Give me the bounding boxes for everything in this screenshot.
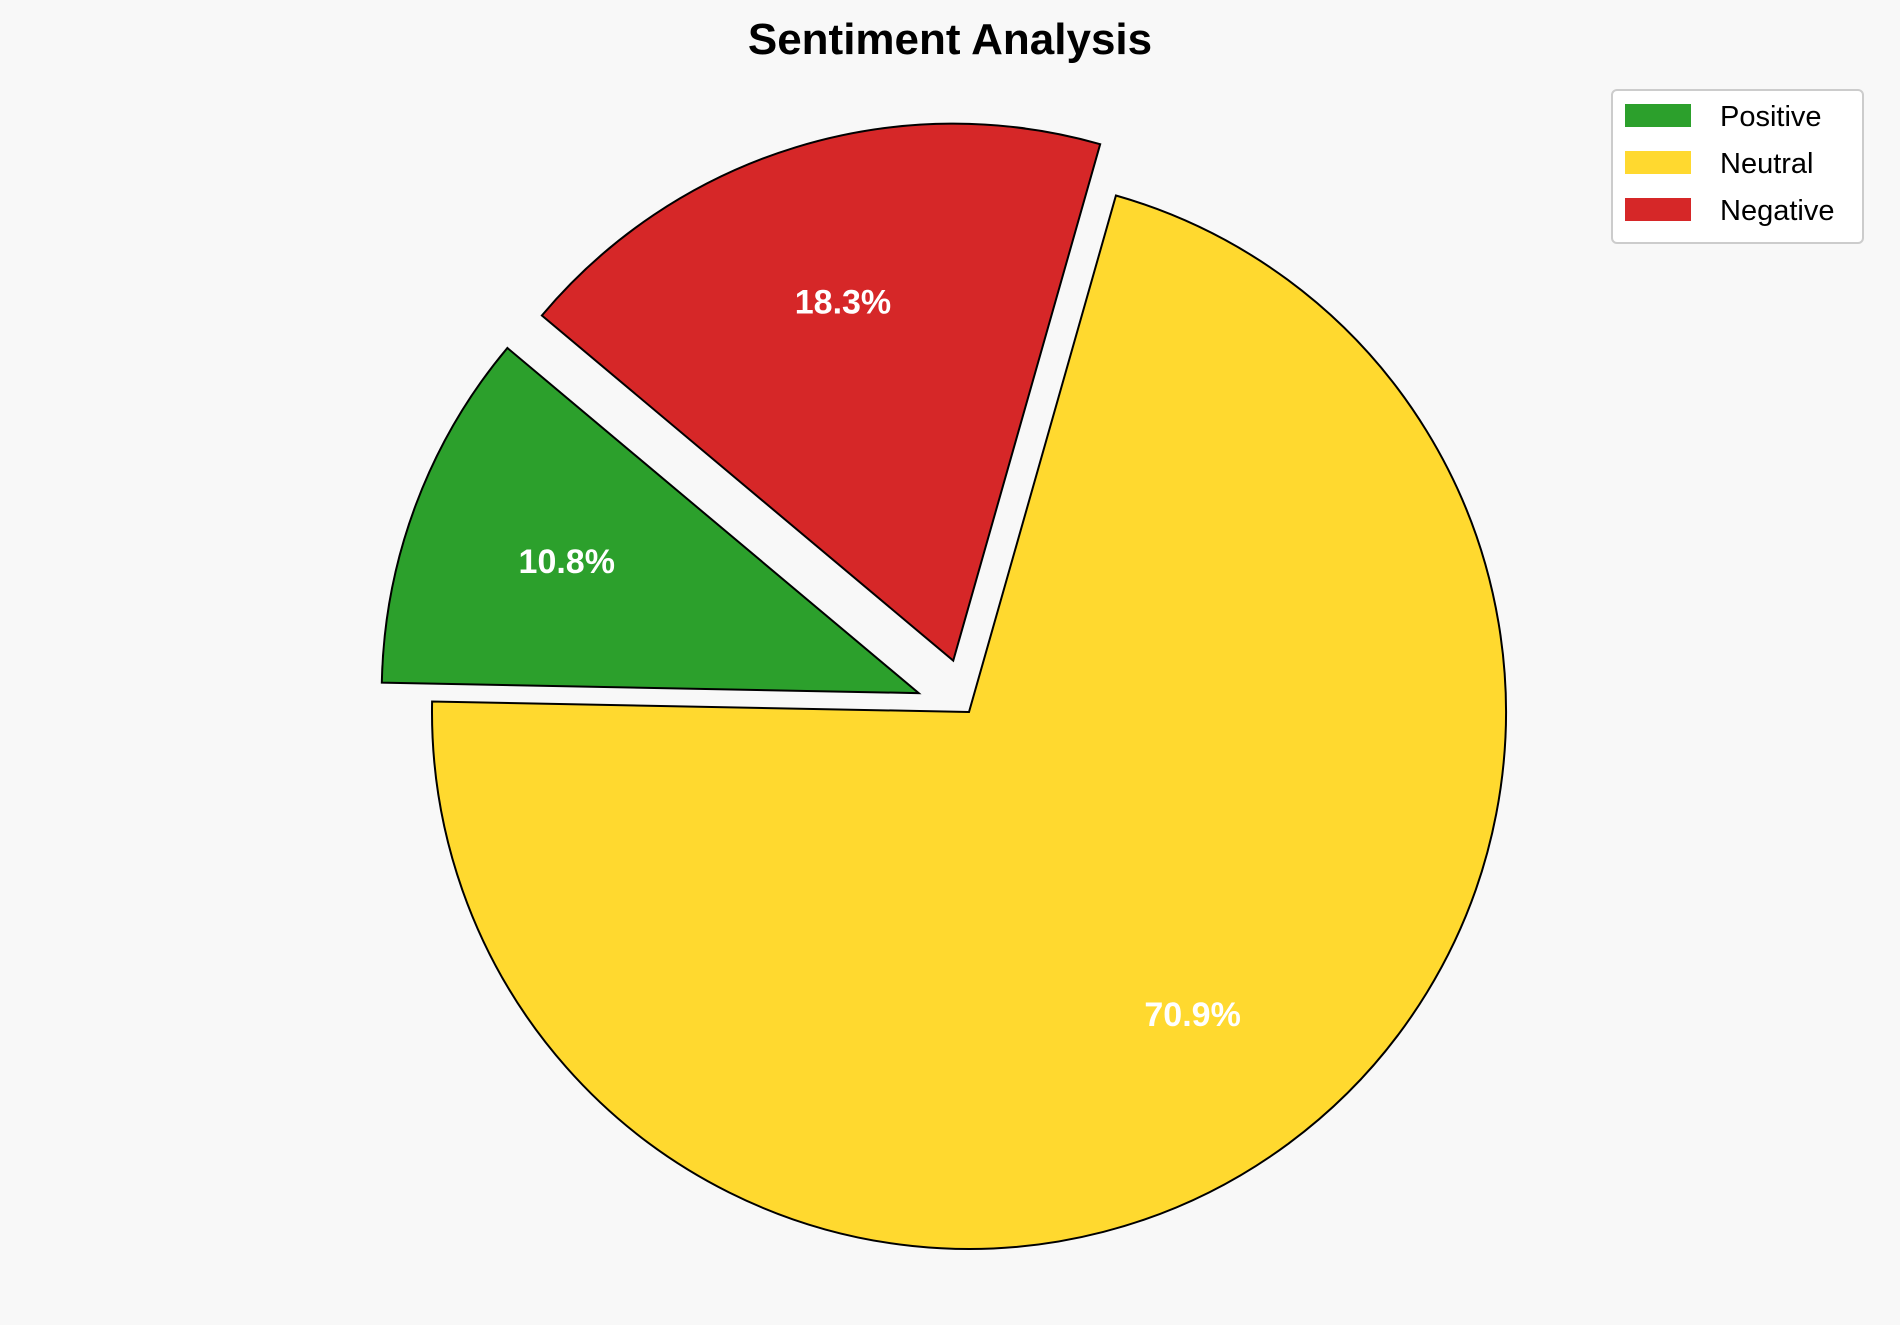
legend-label-neutral: Neutral (1720, 148, 1814, 180)
pie-slice-negative (540, 122, 1102, 663)
pie-slice-positive (380, 346, 922, 695)
pct-label-positive: 10.8% (519, 543, 615, 581)
legend-label-positive: Positive (1720, 101, 1822, 133)
legend-swatch-negative (1625, 198, 1691, 221)
legend-swatch-neutral (1625, 151, 1691, 174)
legend-label-negative: Negative (1720, 195, 1834, 227)
pct-label-negative: 18.3% (795, 283, 891, 321)
legend-swatch-positive (1625, 104, 1691, 127)
legend: Positive Neutral Negative (1611, 89, 1864, 244)
chart-title: Sentiment Analysis (748, 15, 1152, 64)
pie-slice-neutral (431, 194, 1508, 1250)
pct-label-neutral: 70.9% (1144, 996, 1240, 1034)
